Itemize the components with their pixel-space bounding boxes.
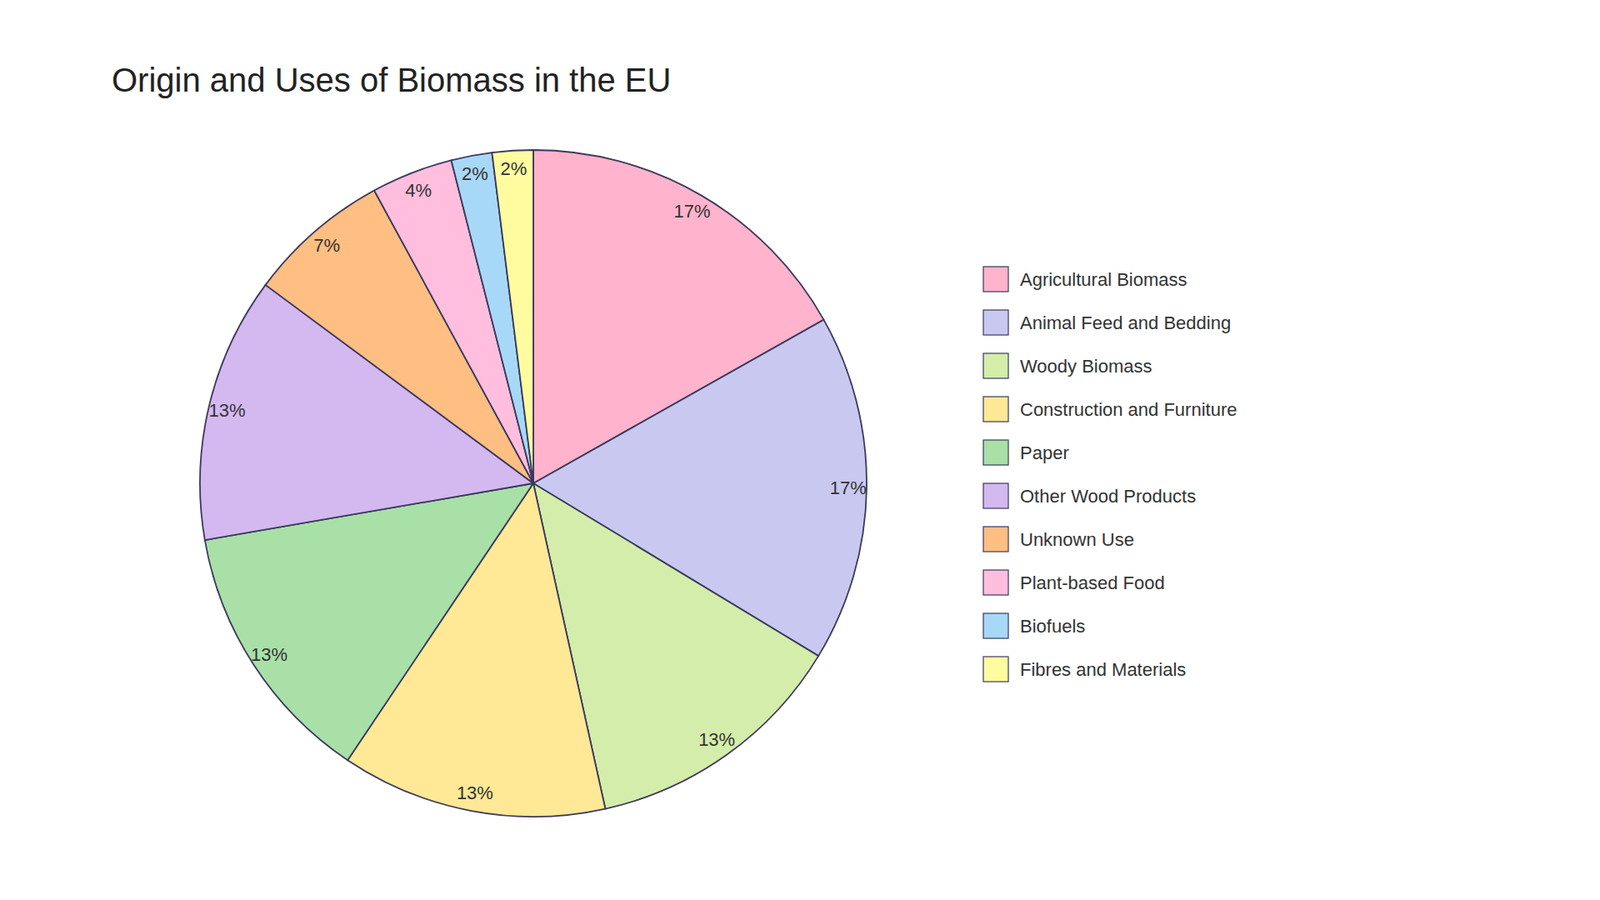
data-label: 2% — [461, 163, 489, 185]
legend-label: Fibres and Materials — [1020, 659, 1186, 680]
data-label: 13% — [250, 644, 288, 665]
pie — [200, 150, 867, 817]
legend-label: Paper — [1020, 442, 1070, 464]
legend-item: Biofuels — [983, 613, 1085, 639]
legend-item: Paper — [983, 440, 1070, 465]
legend-label: Plant-based Food — [1020, 572, 1165, 594]
legend-item: Woody Biomass — [983, 353, 1153, 379]
data-label: 13% — [698, 729, 735, 750]
legend-item: Agricultural Biomass — [983, 266, 1188, 292]
data-labels: 17% 17% 13% 13% 13% 13% 7% 4% 2% 2% — [208, 158, 866, 803]
legend-label: Agricultural Biomass — [1020, 269, 1188, 290]
data-label: 4% — [405, 180, 432, 201]
legend-swatch — [983, 353, 1009, 379]
legend-label: Woody Biomass — [1020, 355, 1153, 377]
legend-item: Construction and Furniture — [983, 396, 1237, 422]
data-label: 7% — [313, 235, 340, 256]
legend-item: Animal Feed and Bedding — [983, 310, 1231, 335]
data-label: 17% — [674, 200, 711, 222]
legend-swatch — [983, 570, 1009, 595]
legend-swatch — [983, 526, 1009, 552]
legend-label: Construction and Furniture — [1020, 399, 1237, 420]
chart-svg: Origin and Uses of Biomass in the EU17%1… — [0, 0, 1600, 900]
pie-slice — [491, 150, 534, 484]
legend-swatch — [983, 656, 1009, 682]
legend-swatch — [983, 483, 1009, 509]
legend-label: Unknown Use — [1020, 529, 1135, 550]
legend-swatch — [983, 613, 1009, 639]
data-label: 17% — [830, 477, 867, 499]
legend-item: Unknown Use — [983, 526, 1135, 552]
data-label: 2% — [500, 158, 528, 180]
legend-label: Other Wood Products — [1020, 485, 1196, 507]
data-label: 13% — [456, 782, 494, 804]
legend-item: Plant-based Food — [983, 570, 1165, 595]
legend-swatch — [983, 440, 1009, 465]
legend-swatch — [983, 310, 1009, 335]
legend-swatch — [983, 396, 1009, 422]
data-label: 13% — [208, 400, 245, 421]
legend-label: Animal Feed and Bedding — [1020, 312, 1231, 334]
legend-label: Biofuels — [1020, 615, 1085, 637]
legend-swatch — [983, 266, 1009, 292]
legend: Agricultural Biomass Animal Feed and Bedd… — [983, 266, 1237, 682]
chart-title: Origin and Uses of Biomass in the EU — [111, 61, 671, 99]
legend-item: Fibres and Materials — [983, 656, 1186, 682]
legend-item: Other Wood Products — [983, 483, 1196, 509]
